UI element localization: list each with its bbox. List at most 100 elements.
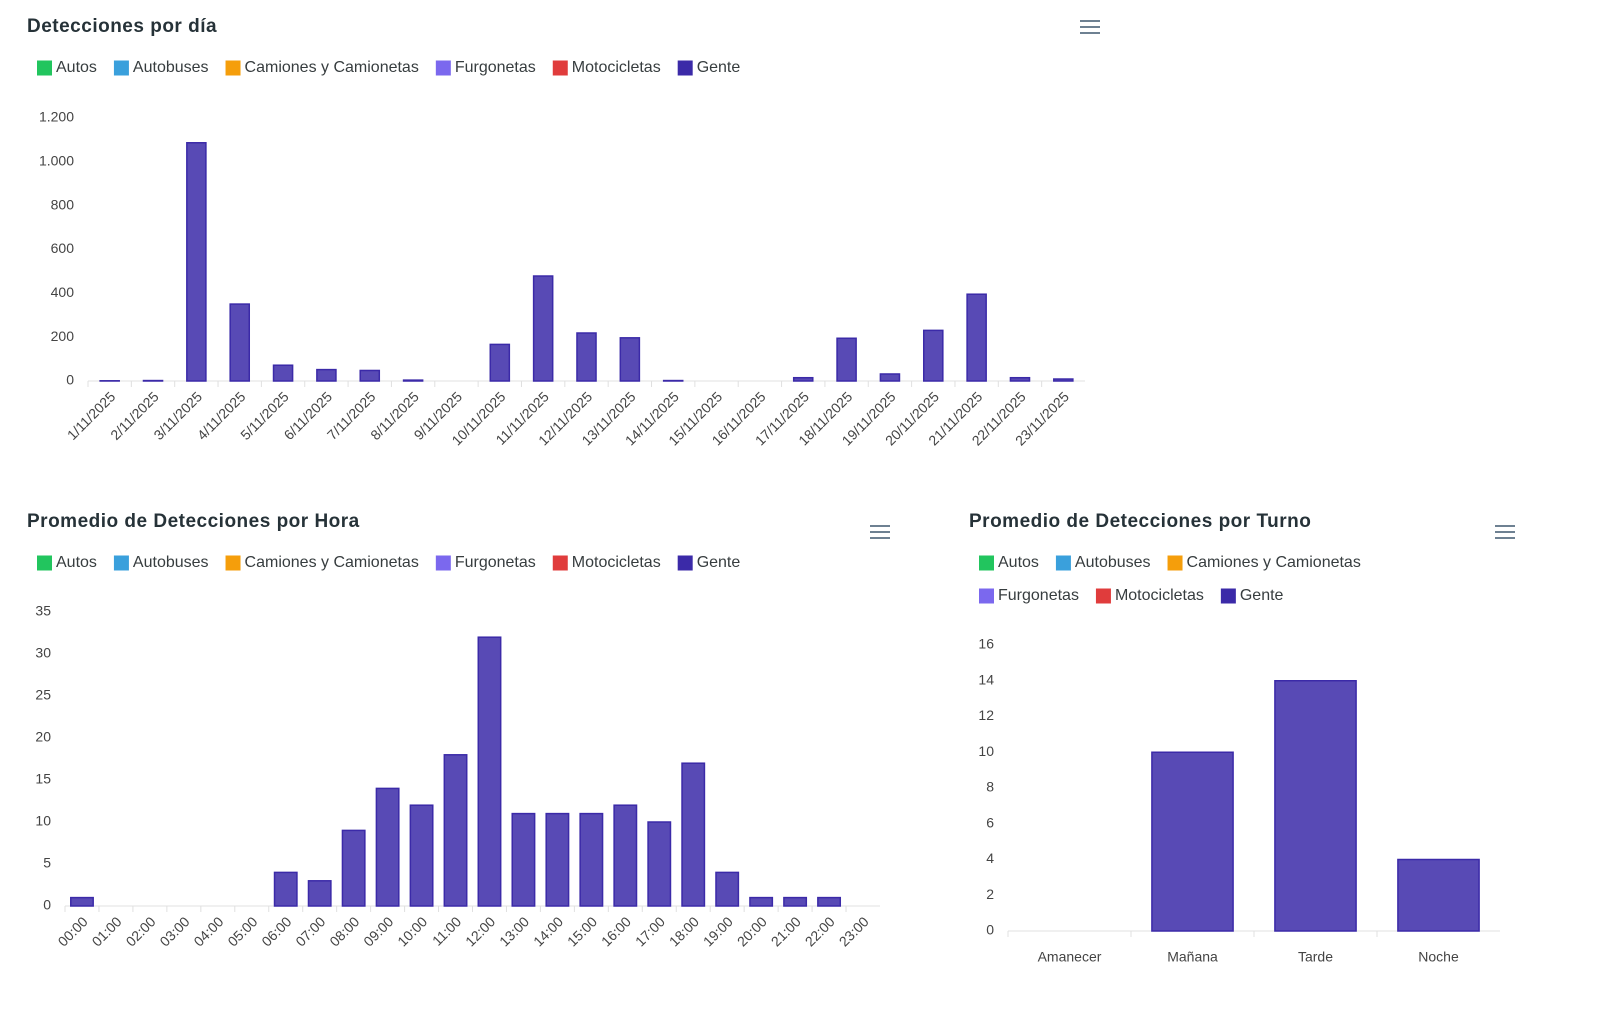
- x-tick-label: Noche: [1418, 949, 1459, 965]
- x-tick-label: 15:00: [564, 913, 600, 949]
- y-tick-label: 0: [43, 897, 51, 913]
- legend-swatch: [225, 555, 241, 571]
- bar: [359, 369, 381, 382]
- y-tick-label: 6: [986, 814, 994, 830]
- legend-label: Camiones y Camionetas: [1187, 554, 1361, 571]
- legend-label: Autobuses: [133, 554, 209, 571]
- legend-swatch: [677, 60, 693, 76]
- legend-swatch: [1055, 555, 1071, 571]
- bar: [966, 293, 987, 382]
- y-tick-label: 25: [35, 687, 51, 703]
- y-tick-label: 20: [35, 729, 51, 745]
- bar: [229, 303, 251, 382]
- legend-swatch: [552, 60, 568, 76]
- x-tick-label: 23:00: [836, 913, 872, 949]
- bar: [792, 376, 814, 382]
- bar: [1274, 680, 1357, 932]
- legend-swatch: [979, 555, 994, 571]
- x-tick-label: 08:00: [326, 913, 362, 949]
- bar: [783, 896, 808, 907]
- x-tick-label: 00:00: [55, 913, 91, 949]
- y-tick-label: 0: [66, 372, 74, 388]
- legend-label: Autos: [56, 554, 97, 571]
- legend-swatch: [435, 555, 451, 571]
- x-tick-label: Amanecer: [1038, 949, 1102, 965]
- bar: [613, 804, 638, 907]
- legend-label: Camiones y Camionetas: [245, 59, 419, 76]
- x-tick-label: 19:00: [700, 913, 736, 949]
- legend-label: Autos: [56, 59, 97, 76]
- bar: [647, 821, 672, 907]
- x-tick-label: 10:00: [394, 913, 430, 949]
- bar: [316, 368, 337, 382]
- bar: [715, 871, 740, 907]
- legend-label: Motocicletas: [572, 59, 661, 76]
- y-tick-label: 30: [35, 645, 51, 661]
- y-tick-label: 5: [43, 855, 51, 871]
- menu-button[interactable]: [1493, 520, 1517, 544]
- x-tick-label: 07:00: [292, 913, 328, 949]
- bar: [1009, 376, 1031, 382]
- y-tick-label: 1.200: [39, 109, 74, 125]
- legend-swatch: [113, 555, 129, 571]
- x-tick-label: 13:00: [496, 913, 532, 949]
- y-tick-label: 0: [986, 922, 994, 938]
- y-tick-label: 14: [978, 671, 994, 687]
- legend-swatch: [552, 555, 568, 571]
- y-tick-label: 16: [978, 636, 994, 652]
- y-tick-label: 12: [978, 707, 994, 723]
- bar: [681, 762, 706, 907]
- bar: [1053, 378, 1074, 382]
- bar: [341, 829, 366, 907]
- x-tick-label: 11:00: [429, 913, 465, 949]
- x-tick-label: 12:00: [462, 913, 498, 949]
- legend-swatch: [37, 60, 52, 76]
- x-tick-label: 20:00: [734, 913, 770, 949]
- menu-button[interactable]: [868, 520, 892, 544]
- x-tick-label: 18:00: [666, 913, 702, 949]
- bar: [409, 804, 434, 907]
- x-tick-label: 04:00: [190, 913, 226, 949]
- chart-title: Promedio de Detecciones por Turno: [969, 511, 1311, 532]
- bar: [576, 332, 597, 382]
- bar: [70, 896, 94, 907]
- y-tick-label: 10: [978, 743, 994, 759]
- legend-label: Gente: [697, 59, 741, 76]
- legend-swatch: [1095, 588, 1111, 604]
- legend-label: Gente: [1240, 587, 1284, 604]
- bar: [402, 379, 424, 382]
- x-tick-label: 16:00: [598, 913, 634, 949]
- y-tick-label: 600: [51, 240, 75, 256]
- chart-title: Promedio de Detecciones por Hora: [27, 511, 360, 532]
- y-tick-label: 200: [51, 328, 75, 344]
- x-tick-label: 01:00: [89, 913, 125, 949]
- legend-label: Gente: [697, 554, 741, 571]
- legend-swatch: [677, 555, 693, 571]
- bar: [922, 329, 944, 382]
- y-tick-label: 2: [986, 886, 994, 902]
- bar: [1397, 858, 1480, 932]
- legend-swatch: [1167, 555, 1183, 571]
- legend-label: Autos: [998, 554, 1039, 571]
- bar: [511, 812, 536, 907]
- bar: [272, 364, 294, 382]
- bar: [749, 896, 774, 907]
- bar: [532, 275, 554, 382]
- x-tick-label: 05:00: [224, 913, 260, 949]
- y-tick-label: 4: [986, 850, 994, 866]
- bar: [1151, 751, 1234, 932]
- legend-label: Autobuses: [133, 59, 209, 76]
- legend-label: Furgonetas: [455, 59, 536, 76]
- bar: [375, 787, 400, 907]
- legend-label: Motocicletas: [1115, 587, 1204, 604]
- x-tick-label: Mañana: [1167, 949, 1218, 965]
- x-tick-label: 22:00: [802, 913, 838, 949]
- menu-button[interactable]: [1078, 15, 1102, 39]
- bar: [879, 373, 901, 382]
- legend-label: Furgonetas: [998, 587, 1079, 604]
- chart-title: Detecciones por día: [27, 16, 217, 37]
- x-tick-label: 02:00: [123, 913, 159, 949]
- bar: [443, 754, 468, 907]
- x-tick-label: 14:00: [530, 913, 566, 949]
